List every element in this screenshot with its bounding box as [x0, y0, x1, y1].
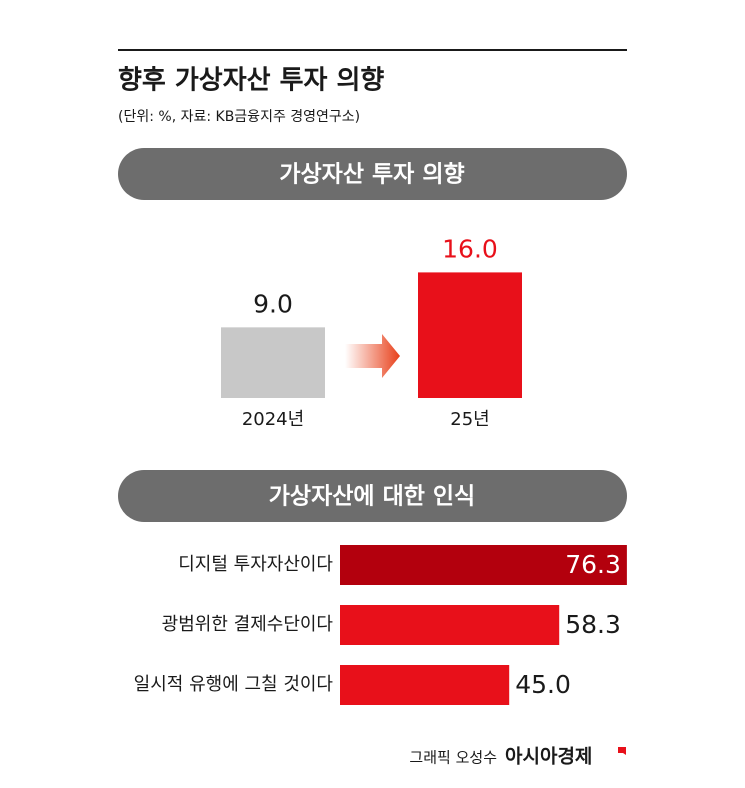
category-label: 2024년: [242, 409, 304, 430]
bar: [340, 605, 560, 645]
category-label: 광범위한 결제수단이다: [162, 614, 334, 635]
bar: [418, 272, 522, 398]
arrow: [345, 334, 400, 378]
section-pill: [118, 470, 627, 522]
value-label: 9.0: [253, 289, 293, 318]
title: 향후 가상자산 투자 의향: [118, 66, 384, 96]
value-label: 58.3: [565, 610, 621, 639]
section-title: 가상자산 투자 의향: [279, 162, 464, 188]
value-label: 76.3: [565, 550, 621, 579]
subtitle: (단위: %, 자료: KB금융지주 경영연구소): [118, 109, 360, 125]
bar: [221, 327, 325, 398]
value-label: 45.0: [515, 670, 571, 699]
category-label: 일시적 유행에 그칠 것이다: [134, 674, 334, 695]
category-label: 디지털 투자자산이다: [178, 554, 333, 575]
section-pill: [118, 148, 627, 200]
credit-author: 그래픽 오성수: [409, 749, 497, 767]
bar: [340, 545, 627, 585]
value-label: 16.0: [442, 234, 498, 263]
brand-mark: [618, 747, 626, 755]
category-label: 25년: [450, 409, 489, 430]
credit-brand: 아시아경제: [505, 746, 592, 768]
section-title: 가상자산에 대한 인식: [269, 484, 475, 510]
bar: [340, 665, 510, 705]
